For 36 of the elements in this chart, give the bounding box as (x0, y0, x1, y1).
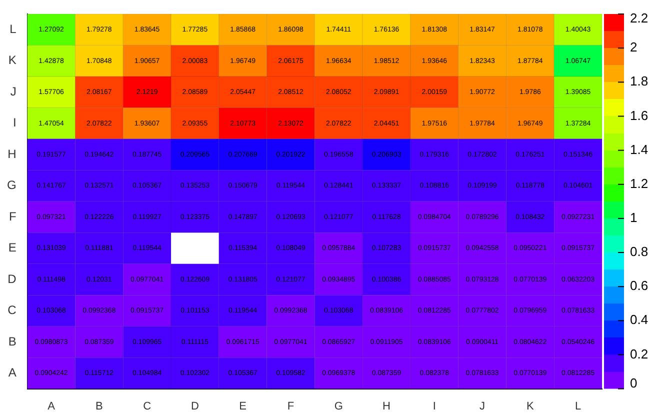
y-tick-label: B (8, 334, 16, 348)
y-tick-label: C (8, 303, 17, 318)
x-tick-label: E (239, 400, 247, 412)
y-tick-label: J (10, 84, 16, 98)
x-tick-label: L (574, 400, 582, 412)
color-bar-label: 2.2 (630, 10, 648, 26)
x-tick-label: D (190, 400, 199, 412)
color-bar-label: 0.2 (630, 346, 648, 362)
color-bar-label: 0.6 (630, 278, 648, 294)
x-tick-label: A (48, 400, 56, 412)
color-bar-label: 0.8 (630, 244, 648, 260)
color-bar-label: 0.4 (630, 312, 648, 328)
y-tick-label: L (10, 22, 17, 36)
color-bar-label: 1 (630, 210, 638, 226)
x-tick-label: G (334, 400, 343, 412)
x-tick-label: B (95, 400, 103, 412)
color-bar-label: 1.6 (630, 108, 648, 123)
x-tick-label: K (526, 400, 534, 412)
y-tick-label: G (6, 178, 16, 192)
color-bar-label: 1.4 (630, 142, 648, 157)
y-tick-label: I (12, 116, 16, 130)
x-tick-label: J (480, 400, 486, 412)
y-tick-label: H (8, 146, 16, 161)
color-bar-label: 0 (630, 375, 638, 390)
x-tick-label: I (432, 400, 436, 412)
color-bar-label: 1.2 (630, 176, 648, 191)
x-tick-label: H (382, 400, 391, 412)
x-tick-label: C (143, 400, 152, 412)
y-tick-label: E (8, 240, 16, 255)
y-tick-label: D (8, 272, 17, 286)
color-bar-label: 1.8 (630, 74, 648, 89)
color-bar-label: 2 (630, 40, 638, 55)
x-tick-label: F (287, 400, 294, 412)
y-tick-label: K (8, 53, 16, 68)
y-tick-label: A (8, 365, 16, 380)
y-tick-label: F (8, 209, 16, 224)
